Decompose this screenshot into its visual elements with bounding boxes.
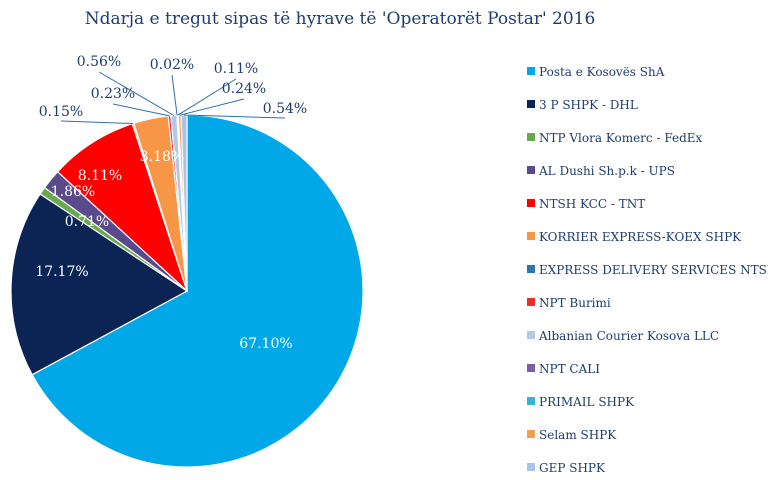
legend-swatch: [527, 463, 535, 471]
legend-swatch: [527, 331, 535, 339]
pie-slices: [10, 114, 364, 468]
legend-label: NPT Burimi: [539, 296, 611, 310]
slice-data-label: 0.71%: [65, 214, 109, 230]
leader-line: [171, 74, 178, 116]
slice-data-label: 0.24%: [222, 81, 266, 97]
leader-lines: [60, 71, 286, 124]
leader-line: [179, 98, 245, 116]
legend-label: Albanian Courier Kosova LLC: [538, 329, 719, 343]
slice-data-label: 1.86%: [51, 184, 95, 200]
legend-label: 3 P SHPK - DHL: [539, 98, 638, 112]
slice-data-label: 3.18%: [140, 149, 184, 165]
legend-label: Selam SHPK: [539, 428, 617, 442]
legend-swatch: [527, 232, 535, 240]
slice-data-label: 0.56%: [77, 54, 121, 70]
slice-data-label: 0.15%: [39, 104, 83, 120]
legend-swatch: [527, 397, 535, 405]
leader-line: [112, 103, 170, 117]
legend-swatch: [527, 298, 535, 306]
legend-swatch: [527, 364, 535, 372]
pie-slice: [56, 122, 189, 294]
legend-swatch: [527, 100, 535, 108]
legend-swatch: [527, 199, 535, 207]
legend-label: PRIMAIL SHPK: [539, 395, 635, 409]
chart-title: Ndarja e tregut sipas të hyrave të 'Oper…: [85, 9, 596, 29]
legend-swatch: [527, 430, 535, 438]
legend-label: NTSH KCC - TNT: [539, 197, 645, 211]
pie-slice: [31, 114, 364, 468]
slice-data-label: 67.10%: [239, 336, 292, 352]
legend-label: GEP SHPK: [539, 461, 606, 475]
slice-data-label: 0.11%: [214, 61, 258, 77]
legend-label: KORRIER EXPRESS-KOEX SHPK: [539, 230, 742, 244]
legend-label: Posta e Kosovës ShA: [539, 65, 665, 79]
leader-line: [98, 71, 175, 116]
slice-data-label: 8.11%: [78, 168, 122, 184]
legend: Posta e Kosovës ShA 3 P SHPK - DHL NTP Vlo…: [527, 65, 768, 475]
slice-data-label: 0.02%: [150, 57, 194, 73]
legend-swatch: [527, 166, 535, 174]
leader-line: [60, 120, 134, 124]
legend-label: NPT CALI: [539, 362, 600, 376]
leader-line: [177, 78, 237, 116]
data-labels: 67.10% 17.17% 0.71% 1.86%8.11% 0.15% 3.18% 0.2…: [35, 54, 307, 352]
legend-swatch: [527, 265, 535, 273]
slice-data-label: 0.54%: [263, 101, 307, 117]
legend-label: NTP Vlora Komerc - FedEx: [539, 131, 703, 145]
leader-line: [183, 114, 286, 119]
pie-slice: [10, 193, 189, 376]
legend-label: AL Dushi Sh.p.k - UPS: [538, 164, 675, 178]
slice-data-label: 17.17%: [35, 264, 88, 280]
legend-swatch: [527, 133, 535, 141]
slice-data-label: 0.23%: [91, 86, 135, 102]
legend-swatch: [527, 67, 535, 75]
legend-label: EXPRESS DELIVERY SERVICES NTSH: [539, 263, 768, 277]
